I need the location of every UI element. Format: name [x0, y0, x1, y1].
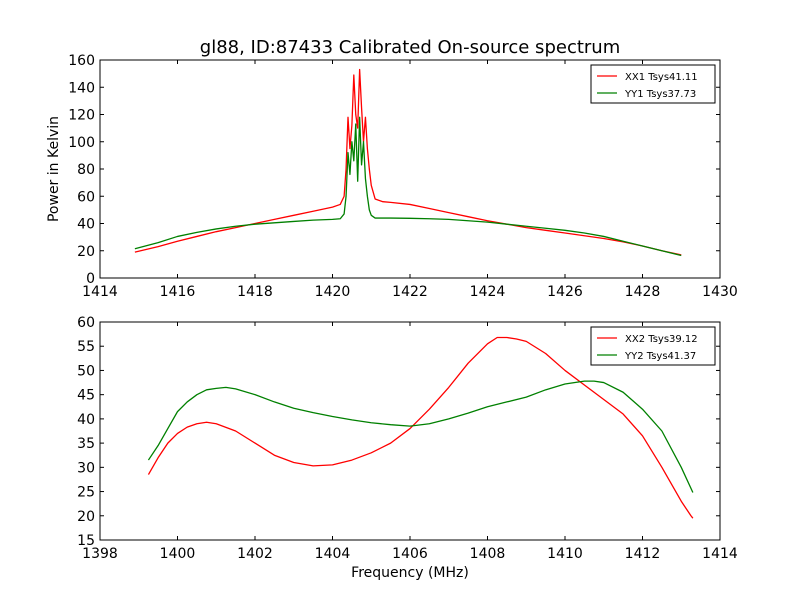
legend-box [590, 64, 716, 104]
series-line-yy [134, 116, 682, 257]
x-tick-label: 1398 [82, 546, 118, 562]
x-tick-label: 1426 [547, 284, 583, 300]
y-tick-label: 35 [77, 436, 95, 452]
x-tick-label: 1418 [237, 284, 273, 300]
y-tick-label: 20 [77, 244, 95, 260]
y-tick-label: 30 [77, 460, 95, 476]
y-tick-label: 0 [86, 271, 95, 287]
y-tick-label: 40 [77, 412, 95, 428]
legend-label: YY2 Tsys41.37 [624, 351, 696, 362]
y-tick-label: 120 [68, 108, 95, 124]
series-line-xx [147, 336, 694, 519]
chart-title: gl88, ID:87433 Calibrated On-source spec… [200, 37, 620, 58]
x-tick-label: 1414 [702, 546, 738, 562]
y-tick-label: 20 [77, 509, 95, 525]
y-tick-label: 15 [77, 533, 95, 549]
y-tick-label: 55 [77, 339, 95, 355]
y-axis-label: Power in Kelvin [46, 116, 62, 222]
x-axis-label: Frequency (MHz) [351, 565, 469, 581]
y-tick-label: 50 [77, 363, 95, 379]
y-tick-label: 80 [77, 162, 95, 178]
y-tick-label: 25 [77, 485, 95, 501]
x-tick-label: 1420 [315, 284, 351, 300]
x-tick-label: 1402 [237, 546, 273, 562]
x-tick-label: 1430 [702, 284, 738, 300]
x-tick-label: 1416 [160, 284, 196, 300]
legend-label: YY1 Tsys37.73 [624, 89, 696, 100]
series-line-yy [147, 380, 694, 493]
x-tick-label: 1404 [315, 546, 351, 562]
y-tick-label: 100 [68, 135, 95, 151]
y-tick-label: 140 [68, 80, 95, 96]
x-tick-label: 1410 [547, 546, 583, 562]
x-tick-label: 1408 [470, 546, 506, 562]
legend-label: XX1 Tsys41.11 [625, 72, 698, 83]
x-tick-label: 1412 [625, 546, 661, 562]
x-tick-label: 1422 [392, 284, 428, 300]
x-tick-label: 1414 [82, 284, 118, 300]
top-chart-panel: 1414 1416 1418 1420 1422 1424 1426 1428 1430 0 20 4… [46, 53, 738, 300]
y-tick-label: 45 [77, 388, 95, 404]
legend-box [590, 326, 716, 366]
x-tick-label: 1400 [160, 546, 196, 562]
bottom-chart-panel: 1398 1400 1402 1404 1406 1408 1410 1412 1414 15 20… [77, 315, 738, 581]
legend-label: XX2 Tsys39.12 [625, 334, 698, 345]
x-tick-label: 1428 [625, 284, 661, 300]
y-tick-label: 40 [77, 217, 95, 233]
y-tick-label: 60 [77, 189, 95, 205]
x-tick-label: 1424 [470, 284, 506, 300]
y-tick-label: 60 [77, 315, 95, 331]
x-tick-label: 1406 [392, 546, 428, 562]
y-tick-label: 160 [68, 53, 95, 69]
